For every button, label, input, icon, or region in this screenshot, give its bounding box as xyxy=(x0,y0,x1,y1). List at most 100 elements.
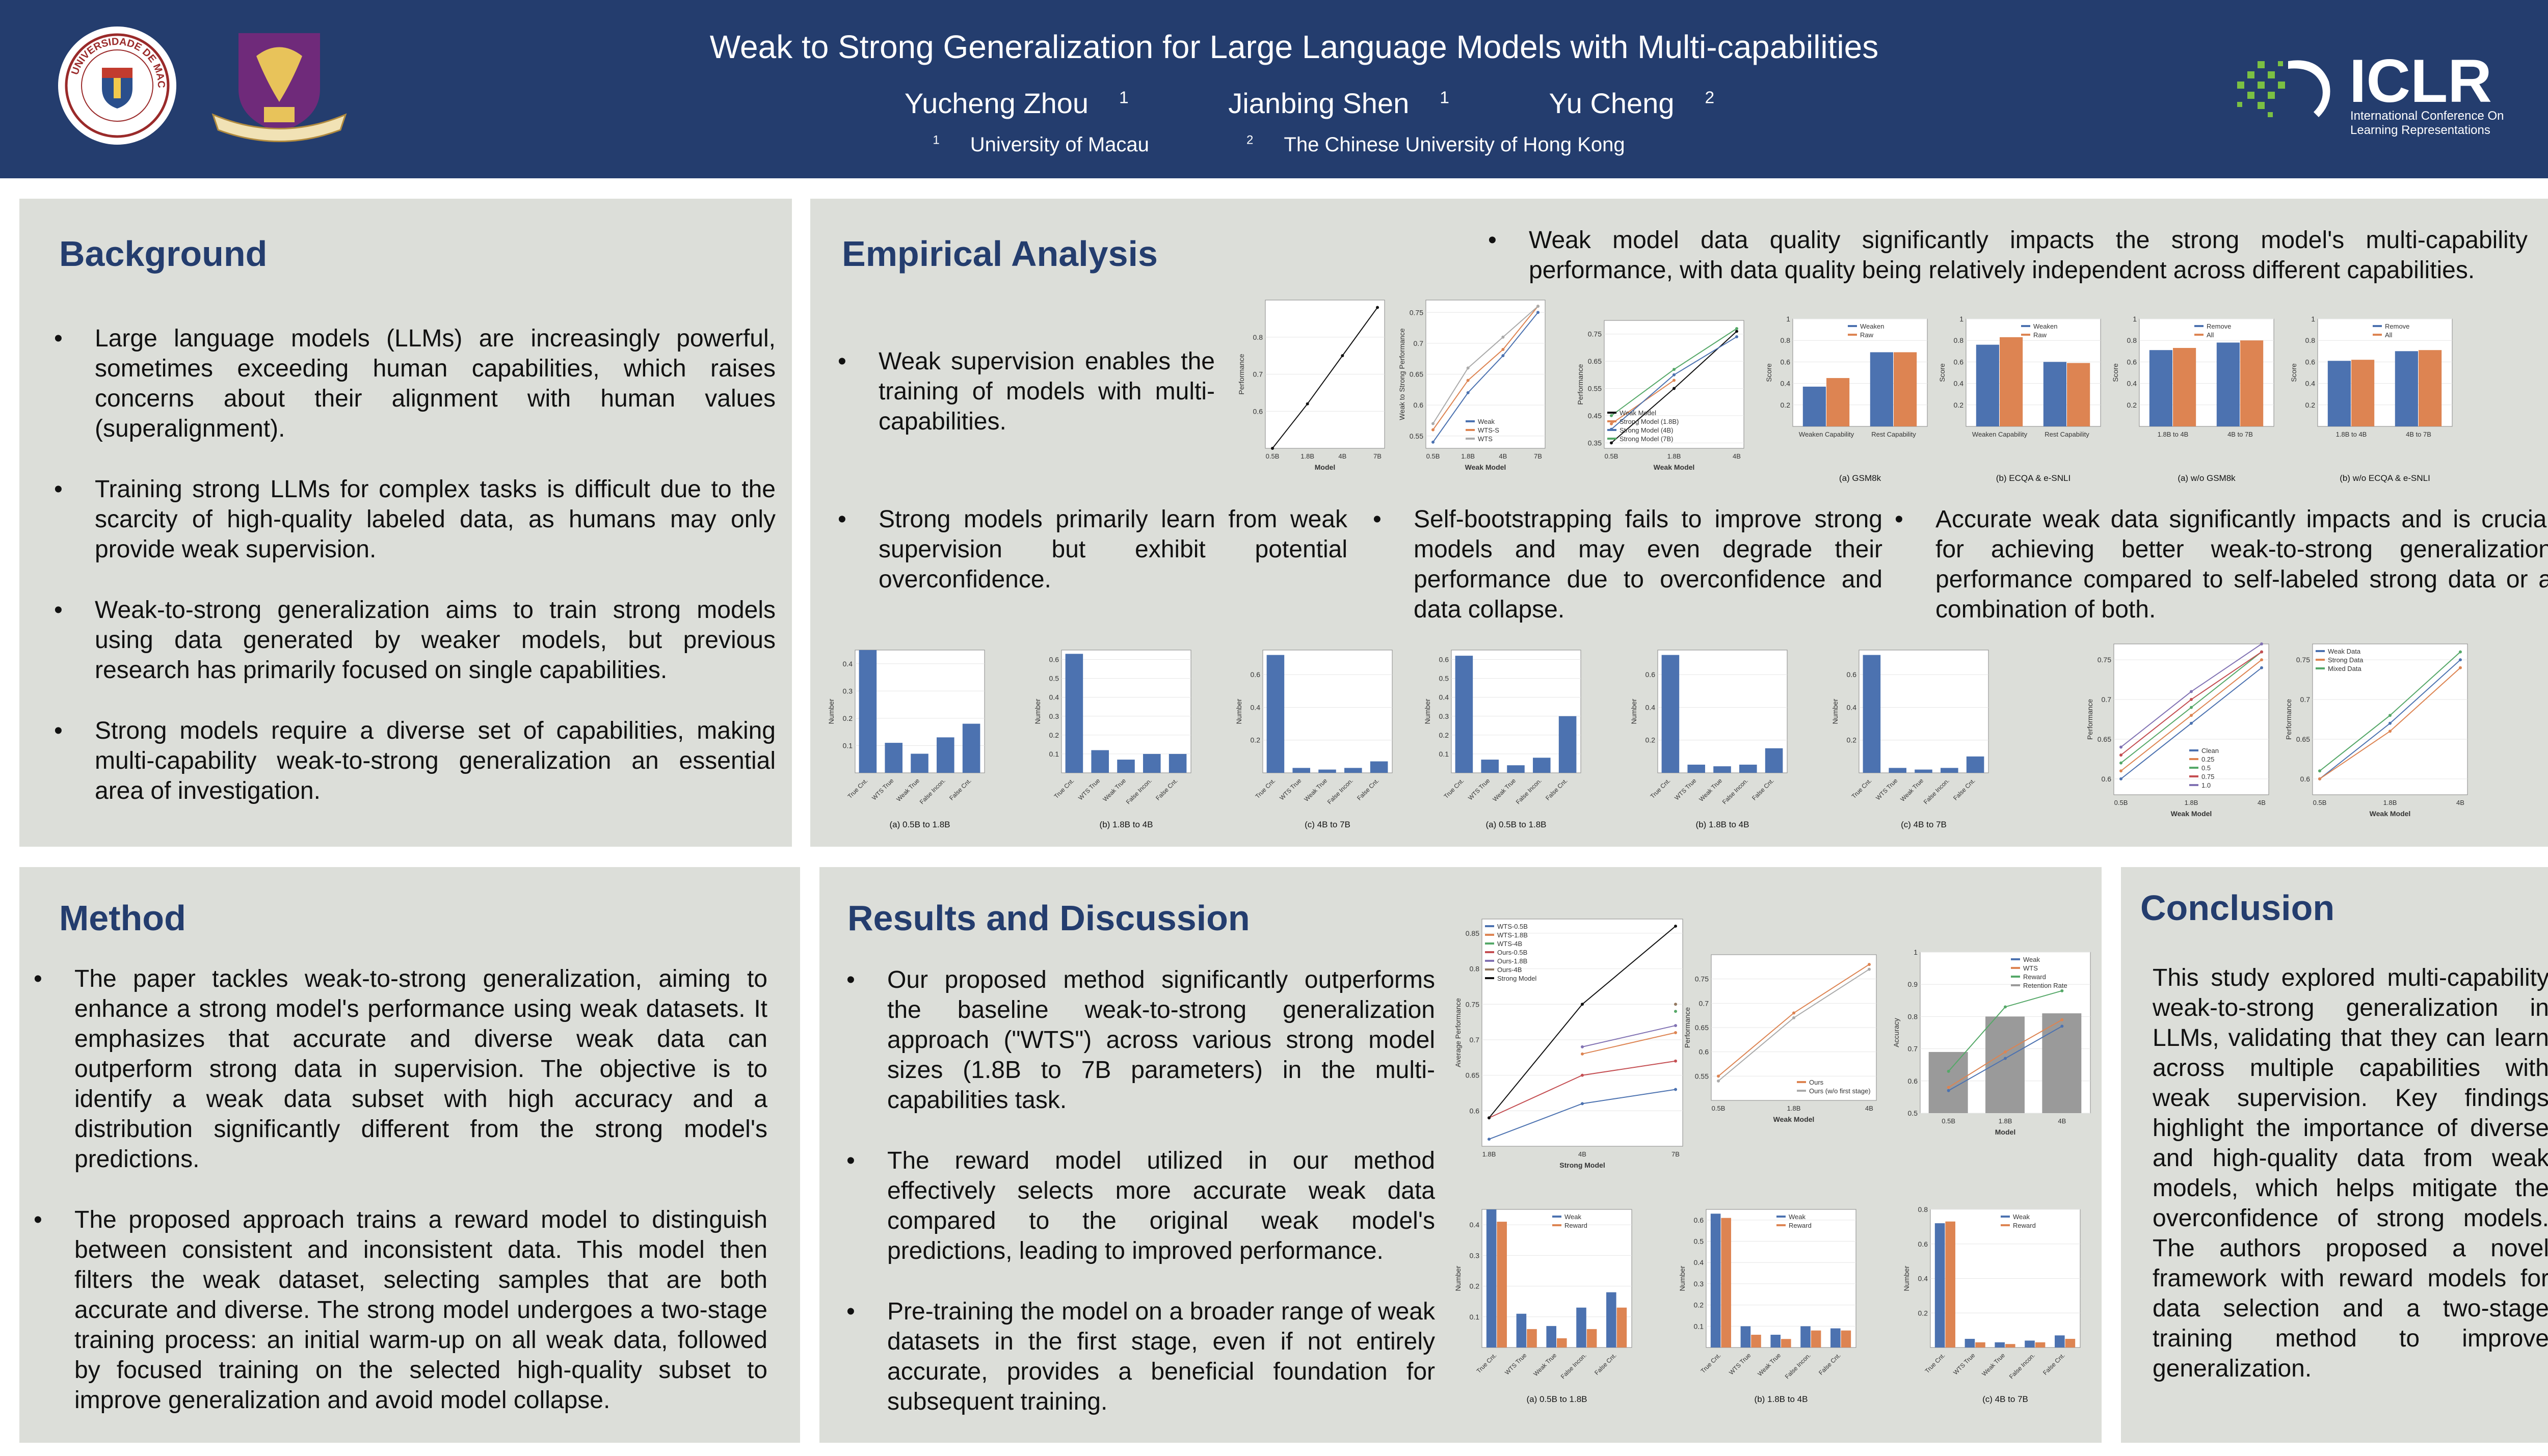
data-point xyxy=(1673,387,1676,390)
x-tick-label: 0.5B xyxy=(2114,799,2128,806)
bar xyxy=(1770,1334,1781,1347)
plot-area xyxy=(1706,1209,1856,1348)
legend-label: Reward xyxy=(2023,973,2046,981)
figure-reward-count-1.8b-4b: 0.1 0.2 0.3 0.4 0.5 0.6 Number True Cnt. WTS Tru… xyxy=(1678,1209,1856,1404)
bullet-item: The paper tackles weak-to-strong general… xyxy=(34,964,767,1174)
y-axis-label: Score xyxy=(2111,363,2119,382)
legend-label: Remove xyxy=(2207,322,2231,330)
bar xyxy=(1841,1330,1851,1347)
data-point xyxy=(2190,698,2193,702)
y-tick-label: 0.2 xyxy=(1470,1282,1480,1290)
bar xyxy=(2025,1340,2035,1347)
empirical-bullet-left: Weak supervision enables the training of… xyxy=(838,346,1215,467)
x-tick-label: WTS True xyxy=(1503,1352,1528,1376)
x-tick-label: False Incon. xyxy=(2008,1352,2036,1380)
x-tick-label: WTS True xyxy=(1673,777,1697,801)
bar xyxy=(2055,1335,2065,1347)
data-point xyxy=(1735,330,1738,333)
y-axis-label: Performance xyxy=(1576,364,1584,405)
x-axis-label: Weak Model xyxy=(1465,463,1506,471)
legend-label: Strong Model (7B) xyxy=(1620,435,1674,443)
bar xyxy=(911,753,928,773)
y-tick-label: 0.6 xyxy=(1781,358,1791,366)
x-tick-label: 0.5B xyxy=(1426,452,1440,460)
bar xyxy=(2240,340,2264,426)
x-tick-label: False Incon. xyxy=(1559,1352,1588,1380)
background-bullets: Large language models (LLMs) are increas… xyxy=(54,323,776,837)
data-point xyxy=(1271,447,1274,450)
legend-label: WTS-S xyxy=(1478,426,1499,434)
x-tick-label: False Cnt. xyxy=(1356,777,1381,802)
results-bullets: Our proposed method significantly outper… xyxy=(846,965,1435,1447)
y-tick-label: 0.5 xyxy=(1908,1109,1918,1117)
data-point xyxy=(1581,1003,1584,1006)
y-tick-label: 0.1 xyxy=(1049,750,1059,758)
y-axis-label: Number xyxy=(1678,1265,1686,1291)
empirical-bullet-top: Weak model data quality significantly im… xyxy=(1488,225,2528,316)
x-tick-label: Weak True xyxy=(1532,1352,1558,1378)
figure-ecqa-weaken: 0.2 0.4 0.6 0.8 1 Score Weaken Capability Rest … xyxy=(1938,315,2101,483)
x-tick-label: 7B xyxy=(1373,452,1382,460)
affiliation-list: 1 University of Macau 2 The Chinese Univer… xyxy=(0,133,2548,156)
bar xyxy=(2173,347,2196,426)
svg-text:International Conference On: International Conference On xyxy=(2350,109,2504,123)
y-tick-label: 0.8 xyxy=(1918,1205,1928,1214)
y-tick-label: 0.4 xyxy=(2127,380,2137,388)
bar xyxy=(2065,1339,2076,1347)
bar xyxy=(1616,1307,1627,1347)
bar xyxy=(1497,1222,1507,1347)
bar xyxy=(1527,1329,1537,1347)
x-tick-label: False Incon. xyxy=(1922,777,1951,805)
bar xyxy=(1710,1214,1721,1347)
legend-label: Weaken xyxy=(1860,322,1884,330)
bar xyxy=(1292,768,1310,773)
x-tick-label: False Cnt. xyxy=(1750,777,1775,802)
data-point xyxy=(1674,924,1677,928)
plot-area xyxy=(2113,643,2269,795)
data-point xyxy=(2260,658,2263,662)
y-tick-label: 0.8 xyxy=(1781,336,1791,344)
iclr-wordmark: ICLR xyxy=(2349,47,2492,115)
figure-perf-vs-model: 0.6 0.7 0.8 Performance 0.5B 1.8B 4B 7B Model xyxy=(1237,300,1385,471)
y-tick-label: 0.6 xyxy=(1251,670,1261,679)
y-tick-label: 0.8 xyxy=(1470,965,1480,973)
x-tick-label: 1.8B xyxy=(2185,799,2198,806)
data-point xyxy=(2190,706,2193,709)
y-axis-label: Number xyxy=(1902,1265,1910,1291)
figure-weak-to-strong-perf: 0.55 0.6 0.65 0.7 0.75 Weak to Strong Perform… xyxy=(1398,300,1546,471)
data-point xyxy=(1488,1116,1491,1120)
figure-caption: (b) 1.8B to 4B xyxy=(1100,820,1153,829)
series-line xyxy=(1272,307,1378,449)
data-point xyxy=(1536,305,1540,308)
x-tick-label: WTS True xyxy=(1278,777,1303,801)
bar xyxy=(1576,1307,1586,1347)
x-tick-label: False Cnt. xyxy=(948,777,973,802)
data-point xyxy=(1674,1059,1677,1063)
x-tick-label: 4B xyxy=(1733,452,1741,460)
y-tick-label: 0.7 xyxy=(2300,695,2311,704)
figure-gsm8k-weaken: 0.2 0.4 0.6 0.8 1 Score Weaken Capability Rest … xyxy=(1765,315,1928,483)
x-tick-label: False Cnt. xyxy=(1817,1352,1842,1377)
series-line xyxy=(1582,1025,1676,1047)
legend-label: Weak xyxy=(1564,1213,1581,1221)
y-axis-label: Weak to Strong Performance xyxy=(1398,328,1406,420)
y-tick-label: 0.8 xyxy=(1908,1012,1918,1020)
x-tick-label: False Incon. xyxy=(1721,777,1749,805)
y-tick-label: 0.4 xyxy=(1439,693,1449,702)
bullet-item: Pre-training the model on a broader rang… xyxy=(846,1297,1435,1417)
y-tick-label: 0.4 xyxy=(1954,380,1964,388)
y-tick-label: 0.3 xyxy=(1049,712,1059,720)
x-tick-label: 1.8B to 4B xyxy=(2336,430,2367,438)
y-tick-label: 0.2 xyxy=(1954,401,1964,409)
bar xyxy=(1826,378,1850,426)
y-tick-label: 0.6 xyxy=(1954,358,1964,366)
legend-label: Mixed Data xyxy=(2328,665,2362,672)
data-point xyxy=(1947,1069,1950,1073)
data-point xyxy=(1431,422,1435,425)
legend-label: Weak xyxy=(2013,1213,2030,1221)
y-tick-label: 1 xyxy=(1959,315,1963,323)
bar xyxy=(2000,337,2023,426)
y-tick-label: 0.4 xyxy=(1781,380,1791,388)
x-tick-label: 1.8B xyxy=(1667,452,1681,460)
conclusion-text: This study explored multi-capability wea… xyxy=(2153,964,2548,1382)
